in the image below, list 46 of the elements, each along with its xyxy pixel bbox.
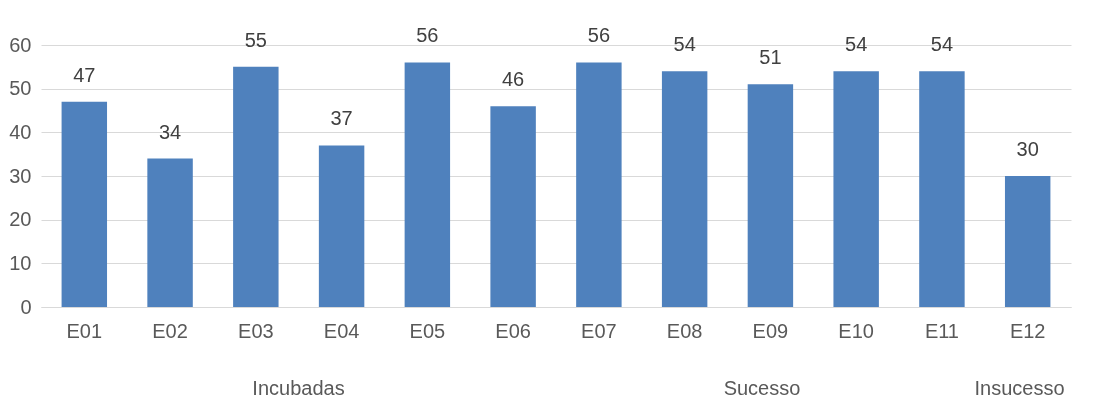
- bar: [919, 71, 965, 307]
- x-tick-label: E10: [838, 319, 874, 342]
- data-label: 34: [158, 120, 182, 143]
- bar: [490, 106, 536, 307]
- bar: [318, 145, 365, 307]
- bar: [1004, 176, 1051, 307]
- y-tick-label: 30: [9, 164, 32, 187]
- x-tick-label: E08: [666, 319, 703, 342]
- bar: [147, 158, 193, 307]
- text: Sucesso: [723, 377, 801, 399]
- data-label: 56: [587, 24, 611, 47]
- data-label: 55: [244, 28, 267, 51]
- text: Incubadas: [252, 377, 345, 399]
- bar: [233, 66, 279, 307]
- x-tick-label: E04: [323, 319, 360, 342]
- x-tick-label: E12: [1009, 319, 1046, 342]
- data-label: 47: [73, 63, 96, 86]
- x-tick-label: E06: [495, 319, 531, 342]
- bar: [61, 101, 108, 307]
- data-label: 51: [759, 46, 782, 69]
- data-label: 54: [673, 33, 696, 56]
- y-tick-label: 0: [20, 295, 32, 318]
- bar: [661, 71, 708, 307]
- x-tick-label: E07: [581, 319, 617, 342]
- x-tick-label: E11: [924, 319, 959, 342]
- y-tick-label: 20: [9, 208, 32, 231]
- data-label: 54: [845, 33, 868, 56]
- data-label: 56: [416, 24, 439, 47]
- bar: [404, 62, 451, 307]
- y-tick-label: 60: [9, 33, 32, 56]
- bar: [576, 62, 622, 307]
- data-label: 30: [1016, 138, 1039, 160]
- bar: [833, 71, 879, 307]
- data-label: 54: [930, 33, 954, 56]
- x-tick-label: E02: [152, 319, 188, 342]
- x-tick-label: E03: [238, 319, 274, 342]
- x-tick-label: E09: [752, 319, 789, 342]
- bar: [747, 84, 794, 307]
- text: Insucesso: [974, 377, 1065, 399]
- y-tick-label: 40: [9, 120, 32, 143]
- data-label: 46: [501, 68, 525, 91]
- x-tick-label: E05: [409, 319, 446, 342]
- x-tick-label: E01: [66, 319, 103, 342]
- y-tick-label: 50: [9, 77, 32, 100]
- y-tick-label: 10: [9, 251, 32, 274]
- data-label: 37: [330, 107, 353, 130]
